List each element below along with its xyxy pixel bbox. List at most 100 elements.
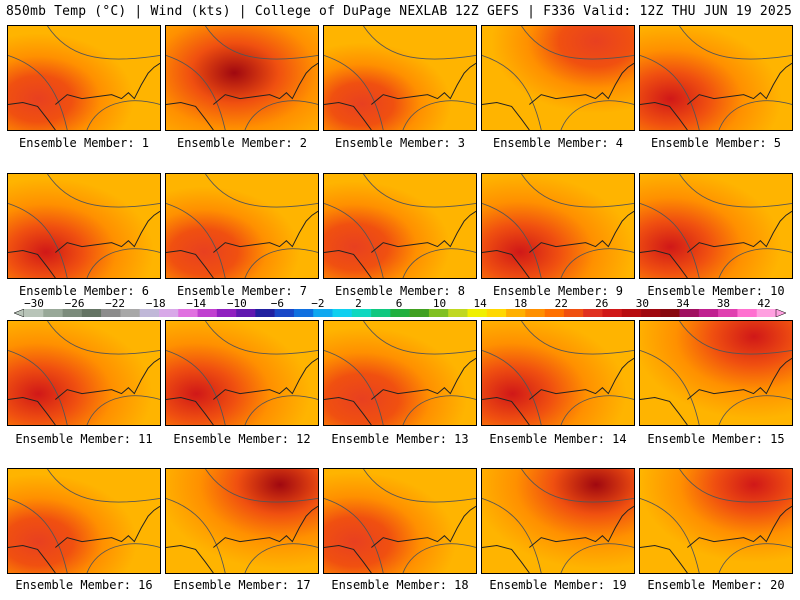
- isotherm-contour: [482, 350, 542, 425]
- isotherm-contour: [482, 498, 542, 573]
- coastline: [482, 62, 634, 130]
- ensemble-panel: [7, 25, 161, 131]
- isotherm-contour: [205, 174, 318, 208]
- coastline: [324, 210, 476, 278]
- colorbar-tick-label: −14: [186, 297, 207, 310]
- ensemble-panel: [7, 320, 161, 426]
- colorbar-swatch: [216, 309, 237, 317]
- isotherm-contour: [47, 26, 160, 60]
- ensemble-member-label: Ensemble Member: 6: [18, 284, 150, 298]
- temperature-field: [324, 469, 476, 573]
- temperature-colorbar: [14, 309, 786, 317]
- colorbar-swatch: [24, 309, 44, 317]
- temperature-field: [8, 469, 160, 573]
- colorbar-tick-label: −30: [24, 297, 44, 310]
- isotherm-contour: [679, 26, 792, 60]
- colorbar-swatch: [506, 309, 526, 317]
- colorbar-max-arrow: [775, 309, 786, 317]
- isotherm-contour: [363, 174, 476, 208]
- isotherm-contour: [560, 100, 634, 130]
- ensemble-panel: [165, 320, 319, 426]
- colorbar-swatch: [737, 309, 758, 317]
- ensemble-panel: [165, 25, 319, 131]
- coastline: [166, 62, 318, 130]
- temperature-field: [324, 321, 476, 425]
- colorbar-swatch: [660, 309, 680, 317]
- isotherm-contour: [86, 248, 160, 278]
- isotherm-contour: [47, 321, 160, 355]
- colorbar-swatch: [583, 309, 603, 317]
- isotherm-contour: [363, 469, 476, 503]
- temperature-field: [166, 321, 318, 425]
- colorbar-tick-label: 6: [395, 297, 403, 310]
- ensemble-member-label: Ensemble Member: 17: [173, 578, 311, 592]
- isotherm-contour: [679, 469, 792, 503]
- ensemble-panel: [323, 25, 477, 131]
- run-valid-time: 12Z GEFS | F336 Valid: 12Z THU JUN 19 20…: [454, 4, 792, 19]
- isotherm-contour: [402, 395, 476, 425]
- temperature-field: [482, 26, 634, 130]
- colorbar-swatch: [409, 309, 430, 317]
- isotherm-contour: [640, 203, 700, 278]
- isotherm-contour: [402, 543, 476, 573]
- isotherm-contour: [521, 321, 634, 355]
- colorbar-tick-label: −10: [226, 297, 247, 310]
- colorbar-swatch: [101, 309, 121, 317]
- isotherm-contour: [205, 469, 318, 503]
- colorbar-swatch: [428, 309, 449, 317]
- isotherm-contour: [521, 26, 634, 60]
- ensemble-member-label: Ensemble Member: 14: [489, 432, 627, 446]
- coastline: [482, 210, 634, 278]
- colorbar-tick-label: 14: [473, 297, 487, 310]
- temperature-field: [166, 174, 318, 278]
- colorbar-swatch: [43, 309, 63, 317]
- ensemble-member-label: Ensemble Member: 20: [647, 578, 785, 592]
- ensemble-member-label: Ensemble Member: 1: [18, 136, 150, 150]
- colorbar-tick-label: −6: [270, 297, 284, 310]
- isotherm-contour: [205, 321, 318, 355]
- temperature-field: [8, 174, 160, 278]
- colorbar-tick-label: 26: [595, 297, 609, 310]
- colorbar-swatch: [718, 309, 738, 317]
- coastline: [640, 210, 792, 278]
- isotherm-contour: [640, 55, 700, 130]
- isotherm-contour: [244, 248, 318, 278]
- colorbar-tick-label: −26: [64, 297, 85, 310]
- colorbar-tick-label: −2: [311, 297, 325, 310]
- isotherm-contour: [560, 543, 634, 573]
- ensemble-panel: [323, 173, 477, 279]
- temperature-field: [482, 321, 634, 425]
- isotherm-contour: [402, 100, 476, 130]
- ensemble-member-label: Ensemble Member: 8: [334, 284, 466, 298]
- ensemble-panel: [165, 173, 319, 279]
- colorbar-swatch: [621, 309, 642, 317]
- isotherm-contour: [521, 469, 634, 503]
- isotherm-contour: [166, 55, 226, 130]
- colorbar-swatch: [178, 309, 198, 317]
- temperature-field: [166, 469, 318, 573]
- isotherm-contour: [324, 498, 384, 573]
- isotherm-contour: [8, 498, 68, 573]
- colorbar-swatch: [332, 309, 353, 317]
- colorbar-tick-label: −18: [145, 297, 166, 310]
- isotherm-contour: [324, 350, 384, 425]
- colorbar-swatch: [679, 309, 700, 317]
- ensemble-panel: [481, 173, 635, 279]
- coastline: [8, 357, 160, 425]
- ensemble-member-label: Ensemble Member: 16: [15, 578, 153, 592]
- colorbar-tick-label: 22: [554, 297, 568, 310]
- isotherm-contour: [244, 543, 318, 573]
- colorbar-swatch: [371, 309, 391, 317]
- isotherm-contour: [244, 395, 318, 425]
- colorbar-tick-label: 30: [635, 297, 649, 310]
- coastline: [8, 210, 160, 278]
- ensemble-panel: [481, 468, 635, 574]
- ensemble-panel: [481, 25, 635, 131]
- coastline: [166, 505, 318, 573]
- colorbar-swatch: [563, 309, 584, 317]
- ensemble-panel: [323, 320, 477, 426]
- colorbar-tick-label: 42: [757, 297, 771, 310]
- colorbar-swatch: [390, 309, 410, 317]
- coastline: [482, 357, 634, 425]
- colorbar-swatch: [486, 309, 507, 317]
